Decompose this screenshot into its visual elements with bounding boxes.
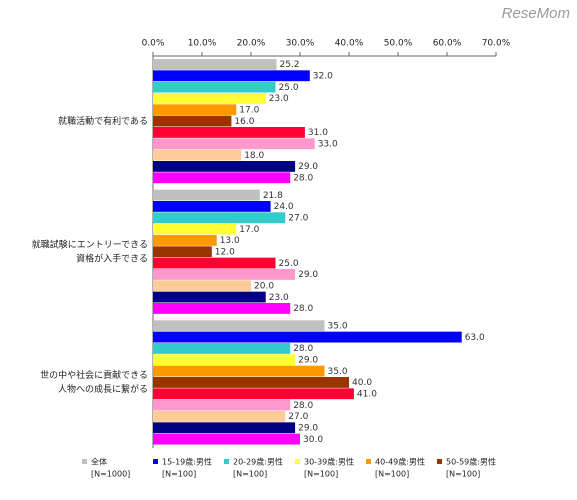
- value-label: 27.0: [288, 214, 308, 224]
- value-label: 35.0: [328, 367, 348, 377]
- bar: [153, 354, 296, 366]
- value-label: 40.0: [352, 378, 372, 388]
- value-label: 25.0: [279, 83, 299, 93]
- bar: [153, 411, 286, 422]
- bar: [153, 223, 237, 235]
- value-label: 23.0: [269, 94, 289, 104]
- x-tick-label: 50.0%: [384, 39, 413, 49]
- legend-swatch: [153, 459, 158, 464]
- legend-label: 40-49歳:男性: [375, 457, 425, 467]
- value-label: 33.0: [318, 140, 338, 150]
- legend-swatch: [437, 459, 442, 464]
- x-tick-label: 20.0%: [237, 39, 266, 49]
- value-label: 25.2: [279, 60, 299, 70]
- bar: [153, 433, 300, 445]
- value-label: 32.0: [313, 72, 333, 82]
- value-label: 27.0: [288, 412, 308, 422]
- y-tick-label: 就職試験にエントリーできる: [32, 239, 148, 251]
- legend-sample: [N=100]: [304, 470, 338, 479]
- legend-swatch: [224, 459, 229, 464]
- legend-label: 全体: [91, 457, 107, 467]
- value-label: 28.0: [293, 174, 313, 184]
- bar: [153, 257, 276, 269]
- y-tick-label: 世の中や社会に貢献できる: [40, 369, 148, 381]
- legend-label: 20-29歳:男性: [233, 457, 283, 467]
- legend-swatch: [295, 459, 300, 464]
- legend-swatch: [366, 459, 371, 464]
- bar: [153, 280, 251, 292]
- y-tick-label: 人物への成長に繋がる: [58, 383, 148, 395]
- legend-sample: [N=100]: [162, 470, 196, 479]
- legend-sample: [N=100]: [446, 470, 480, 479]
- bar: [153, 246, 212, 258]
- legend-sample: [N=100]: [233, 470, 267, 479]
- bar: [153, 93, 266, 104]
- value-label: 17.0: [239, 225, 259, 235]
- x-tick-label: 70.0%: [482, 39, 511, 49]
- bar: [153, 212, 286, 224]
- bar: [153, 149, 242, 161]
- bar: [153, 343, 291, 354]
- bar: [153, 269, 296, 280]
- legend-label: 50-59歳:男性: [446, 457, 496, 467]
- value-label: 35.0: [328, 322, 348, 332]
- bar: [153, 127, 305, 138]
- value-label: 30.0: [303, 435, 323, 445]
- value-label: 28.0: [293, 344, 313, 354]
- value-label: 13.0: [220, 236, 240, 246]
- value-label: 23.0: [269, 293, 289, 303]
- value-label: 29.0: [298, 356, 318, 366]
- bar: [153, 104, 237, 116]
- legend-swatch: [82, 459, 87, 464]
- value-label: 12.0: [215, 248, 235, 258]
- value-label: 29.0: [298, 270, 318, 280]
- bar: [153, 377, 349, 388]
- bar: [153, 115, 232, 127]
- y-tick-label: 資格が入手できる: [76, 253, 148, 265]
- value-label: 41.0: [357, 390, 377, 400]
- legend-label: 15-19歳:男性: [162, 457, 212, 467]
- bar: [153, 81, 276, 93]
- bar: [153, 320, 325, 332]
- x-tick-label: 60.0%: [433, 39, 462, 49]
- bar: [153, 388, 354, 400]
- bar: [153, 189, 260, 201]
- x-tick-label: 30.0%: [286, 39, 315, 49]
- legend-sample: [N=100]: [375, 470, 409, 479]
- bar: [153, 59, 277, 70]
- value-label: 17.0: [239, 106, 259, 116]
- bar: [153, 399, 291, 411]
- x-tick-label: 10.0%: [188, 39, 217, 49]
- bar: [153, 365, 325, 377]
- bar: [153, 138, 315, 150]
- legend-label: 30-39歳:男性: [304, 457, 354, 467]
- value-label: 31.0: [308, 128, 328, 138]
- bar: [153, 201, 271, 212]
- bar: [153, 70, 310, 82]
- value-label: 24.0: [274, 202, 294, 212]
- value-label: 21.8: [263, 191, 283, 201]
- x-tick-label: 40.0%: [335, 39, 364, 49]
- bar: [153, 422, 296, 434]
- bar: [153, 331, 462, 343]
- bar: [153, 161, 296, 172]
- logo: ReseMom: [502, 5, 570, 22]
- value-label: 63.0: [465, 333, 485, 343]
- legend-sample: [N=1000]: [91, 470, 130, 479]
- value-label: 18.0: [244, 151, 264, 161]
- value-label: 28.0: [293, 401, 313, 411]
- bar: [153, 172, 291, 184]
- value-label: 29.0: [298, 162, 318, 172]
- bar: [153, 235, 217, 246]
- value-label: 25.0: [279, 259, 299, 269]
- value-label: 16.0: [234, 117, 254, 127]
- y-tick-label: 就職活動で有利である: [58, 115, 148, 127]
- value-label: 20.0: [254, 282, 274, 292]
- value-label: 28.0: [293, 304, 313, 314]
- value-label: 29.0: [298, 424, 318, 434]
- bar: [153, 303, 291, 314]
- x-tick-label: 0.0%: [142, 39, 165, 49]
- bar: [153, 291, 266, 303]
